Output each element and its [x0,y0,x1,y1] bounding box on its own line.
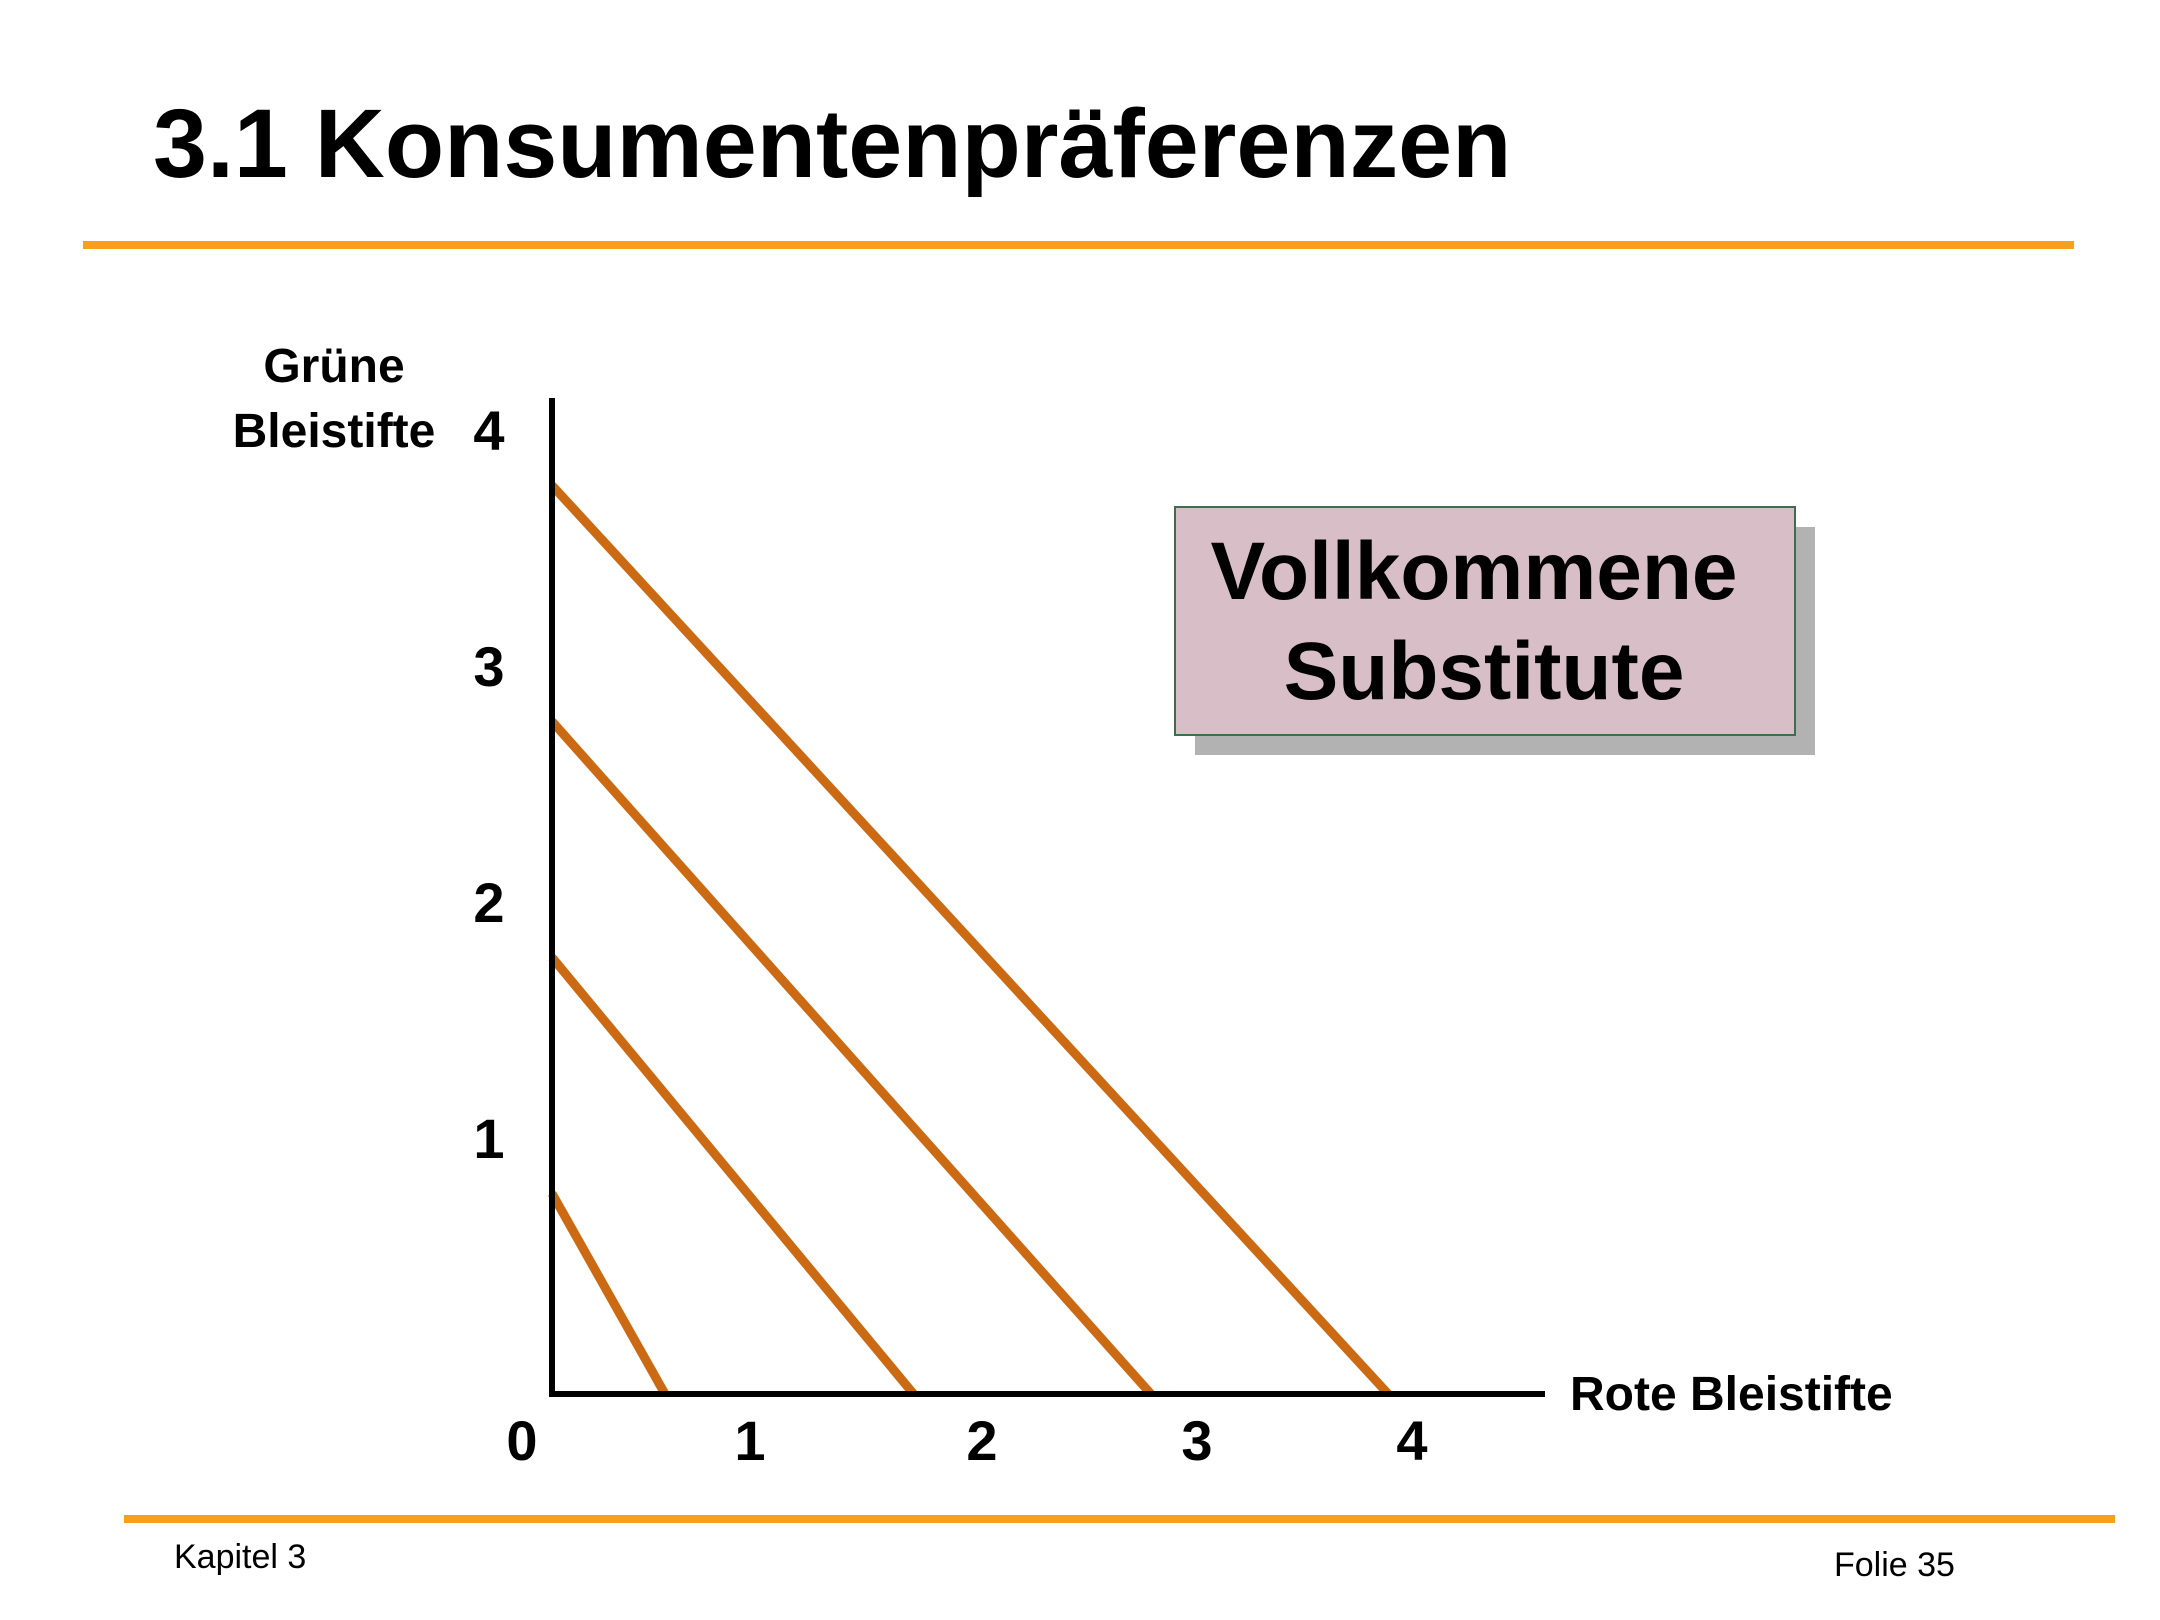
indifference-curves [548,482,1392,1398]
indifference-curve-2 [548,954,918,1397]
callout-line2: Substitute [1284,626,1685,717]
x-tick-0: 0 [506,1409,537,1472]
footer-slide-number: Folie 35 [1834,1546,1955,1584]
top-rule [83,241,2074,249]
x-tick-4: 4 [1396,1409,1427,1472]
footer-chapter: Kapitel 3 [174,1538,307,1576]
indifference-curve-4 [548,482,1392,1398]
x-tick-2: 2 [966,1409,997,1472]
x-tick-1: 1 [734,1409,765,1472]
y-tick-3: 3 [473,635,504,698]
callout-box: Vollkommene Substitute [1174,506,1815,755]
indifference-curve-1 [548,1191,669,1397]
x-tick-labels: 0 1 2 3 4 [506,1409,1427,1472]
callout-background [1174,506,1796,736]
slide-title: 3.1 Konsumentenpräferenzen [153,89,1512,198]
y-axis-label-line1: Grüne [263,340,404,393]
bottom-rule [124,1515,2115,1523]
indifference-curve-3 [548,718,1155,1397]
callout-line1: Vollkommene [1210,526,1737,617]
y-tick-1: 1 [473,1107,504,1170]
y-tick-4: 4 [473,399,504,462]
y-tick-labels: 1 2 3 4 [473,399,504,1170]
x-axis-label: Rote Bleistifte [1570,1368,1893,1421]
x-tick-3: 3 [1181,1409,1212,1472]
y-axis-label-line2: Bleistifte [233,405,436,458]
y-tick-2: 2 [473,871,504,934]
